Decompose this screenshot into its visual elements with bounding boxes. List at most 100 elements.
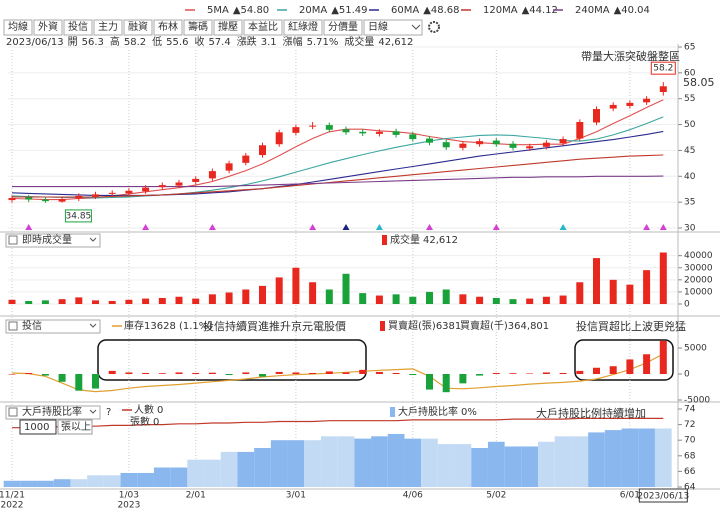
- step-bar: [87, 475, 104, 487]
- y-tick-label: 45: [684, 146, 695, 156]
- info-text: 低: [152, 35, 162, 48]
- step-bar: [604, 430, 622, 487]
- toolbar-tab: 分價量: [328, 20, 358, 33]
- bar: [8, 374, 16, 375]
- signal-marker: [309, 224, 317, 230]
- candle-body: [476, 141, 484, 145]
- bar: [375, 295, 383, 304]
- bar: [476, 296, 484, 304]
- step-bar: [3, 480, 21, 487]
- step-bar: [120, 472, 138, 487]
- candle-body: [626, 102, 634, 106]
- legend-value: 42,612: [423, 235, 458, 246]
- step-bar: [387, 433, 405, 487]
- dropdown-arrow: [411, 24, 421, 30]
- bar: [142, 298, 150, 304]
- candle-body: [125, 190, 133, 194]
- step-bar: [621, 428, 639, 487]
- period-select[interactable]: [363, 19, 423, 36]
- low-label: 34.85: [66, 211, 92, 221]
- step-bar: [103, 475, 121, 487]
- toolbar-tab-border[interactable]: [153, 19, 183, 36]
- step-bar: [554, 436, 572, 487]
- bar: [192, 372, 200, 374]
- candle-body: [375, 131, 383, 134]
- toolbar-tab: 布林: [158, 20, 178, 33]
- settings-gear[interactable]: [428, 21, 440, 33]
- legend-swatch: [390, 407, 395, 417]
- step-bar: [538, 441, 555, 487]
- dropdown-arrow: [89, 323, 97, 328]
- panel-icon: [8, 235, 18, 245]
- bar: [409, 296, 417, 304]
- legend-value: 0: [153, 417, 159, 428]
- signal-marker: [25, 224, 33, 230]
- toolbar-tab-border[interactable]: [3, 19, 33, 36]
- candle-body: [409, 134, 417, 140]
- legend-value: 6381: [436, 321, 461, 332]
- bar: [442, 374, 450, 393]
- candle-body: [225, 163, 233, 171]
- bar: [275, 277, 283, 304]
- toolbar-tab-border[interactable]: [183, 19, 213, 36]
- candle-body: [609, 104, 617, 109]
- toolbar-tab-border[interactable]: [283, 19, 323, 36]
- toolbar-tab-border[interactable]: [213, 19, 243, 36]
- candle-body: [25, 197, 33, 200]
- panel-select[interactable]: [5, 233, 101, 248]
- candle-body: [659, 86, 667, 92]
- bar: [342, 273, 350, 304]
- step-bar: [504, 446, 522, 487]
- candle-body: [8, 198, 16, 201]
- step-bar: [521, 446, 539, 487]
- toolbar-tab-border[interactable]: [323, 19, 363, 36]
- panel-select[interactable]: [5, 319, 101, 334]
- bar: [459, 374, 467, 384]
- bar: [359, 369, 367, 374]
- toolbar-tab-border[interactable]: [33, 19, 63, 36]
- bar: [41, 300, 49, 304]
- signal-marker: [342, 224, 350, 230]
- toolbar-tab-border[interactable]: [63, 19, 93, 36]
- threshold-value: 1000: [24, 422, 49, 433]
- bar: [292, 267, 300, 304]
- bar: [542, 296, 550, 304]
- bar: [476, 374, 484, 376]
- candle-body: [208, 171, 216, 179]
- bar: [325, 289, 333, 304]
- ma-line: [11, 130, 664, 196]
- info-text: 高: [110, 35, 120, 48]
- legend-text: 買賣超(張)6381: [388, 319, 461, 332]
- toolbar-tab-border[interactable]: [123, 19, 153, 36]
- legend-text: 庫存13628 (1.1%): [124, 319, 212, 332]
- bar: [643, 354, 651, 374]
- candle-body: [58, 199, 66, 202]
- y-tick-label: 30000: [684, 263, 713, 273]
- panel-select[interactable]: [5, 405, 101, 420]
- legend-name: 120MA: [483, 5, 518, 16]
- legend-value: ▲54.80: [233, 5, 269, 16]
- y-tick-label: 60: [684, 68, 696, 78]
- info-text: 56.3: [82, 37, 104, 48]
- step-bar: [53, 479, 71, 487]
- candle-body: [108, 192, 116, 194]
- bar: [659, 340, 667, 374]
- bar: [92, 300, 99, 304]
- step-bar: [371, 436, 388, 487]
- candle-body: [142, 187, 150, 192]
- candle-body: [259, 145, 266, 156]
- legend-name: 5MA: [207, 5, 229, 16]
- threshold-unit: 張以上: [61, 421, 91, 433]
- candle-body: [325, 125, 333, 130]
- bar: [492, 372, 500, 374]
- bar: [108, 370, 116, 374]
- step-bar: [153, 467, 171, 487]
- bar: [75, 374, 83, 391]
- threshold-input[interactable]: [19, 419, 57, 435]
- toolbar-tab-border[interactable]: [93, 19, 123, 36]
- candle-body: [576, 121, 584, 139]
- toolbar-tab-border[interactable]: [243, 19, 283, 36]
- y-tick-label: 64: [684, 483, 696, 493]
- step-bar: [571, 436, 589, 487]
